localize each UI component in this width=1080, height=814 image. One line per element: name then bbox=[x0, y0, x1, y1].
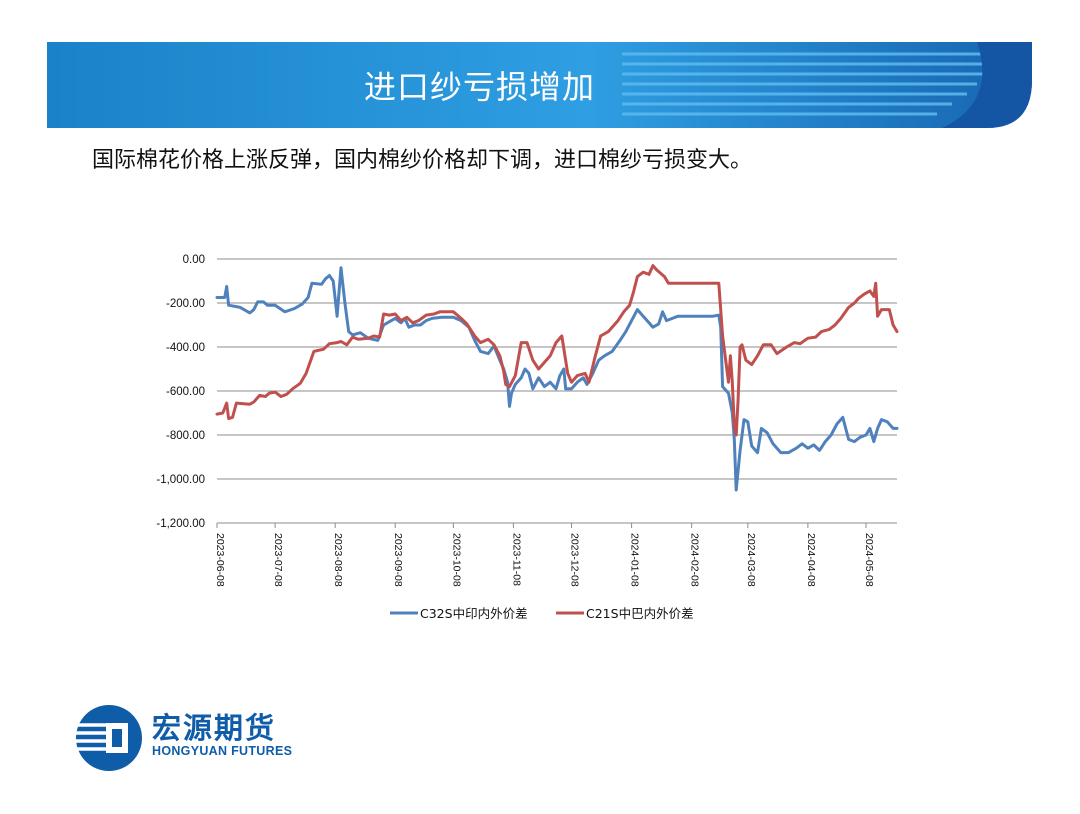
y-tick-label: -400.00 bbox=[166, 342, 205, 354]
title-banner: 进口纱亏损增加 bbox=[47, 42, 1032, 128]
x-tick-label: 2023-07-08 bbox=[272, 533, 284, 587]
x-tick-label: 2023-12-08 bbox=[569, 533, 581, 587]
x-tick-label: 2023-08-08 bbox=[332, 533, 344, 587]
y-tick-label: -1,000.00 bbox=[156, 474, 205, 486]
brand-name-en: HONGYUAN FUTURES bbox=[152, 744, 293, 758]
legend-label-2: C21S中巴内外价差 bbox=[586, 606, 694, 621]
subtitle-text: 国际棉花价格上涨反弹，国内棉纱价格却下调，进口棉纱亏损变大。 bbox=[92, 148, 753, 173]
hongyuan-logo-icon bbox=[76, 705, 142, 771]
brand-name-cn: 宏源期货 bbox=[152, 711, 277, 745]
banner-background bbox=[47, 42, 1032, 128]
y-tick-label: -800.00 bbox=[166, 430, 205, 442]
x-tick-label: 2024-02-08 bbox=[689, 533, 701, 587]
y-tick-label: 0.00 bbox=[183, 254, 205, 266]
x-tick-label: 2024-05-08 bbox=[863, 533, 875, 587]
x-tick-label: 2023-06-08 bbox=[214, 533, 226, 587]
x-tick-label: 2023-09-08 bbox=[392, 533, 404, 587]
y-tick-label: -600.00 bbox=[166, 386, 205, 398]
company-logo: 宏源期货 HONGYUAN FUTURES bbox=[76, 703, 316, 773]
legend-label-1: C32S中印内外价差 bbox=[420, 606, 528, 621]
series-line-1 bbox=[215, 266, 899, 492]
series-line-2 bbox=[215, 264, 899, 437]
y-tick-label: -1,200.00 bbox=[156, 518, 205, 530]
x-tick-label: 2024-03-08 bbox=[745, 533, 757, 587]
page-title: 进口纱亏损增加 bbox=[363, 68, 595, 106]
x-tick-label: 2023-11-08 bbox=[510, 533, 522, 586]
x-tick-label: 2024-04-08 bbox=[805, 533, 817, 587]
y-tick-label: -200.00 bbox=[166, 298, 205, 310]
x-tick-label: 2024-01-08 bbox=[629, 533, 641, 587]
x-tick-label: 2023-10-08 bbox=[450, 533, 462, 587]
